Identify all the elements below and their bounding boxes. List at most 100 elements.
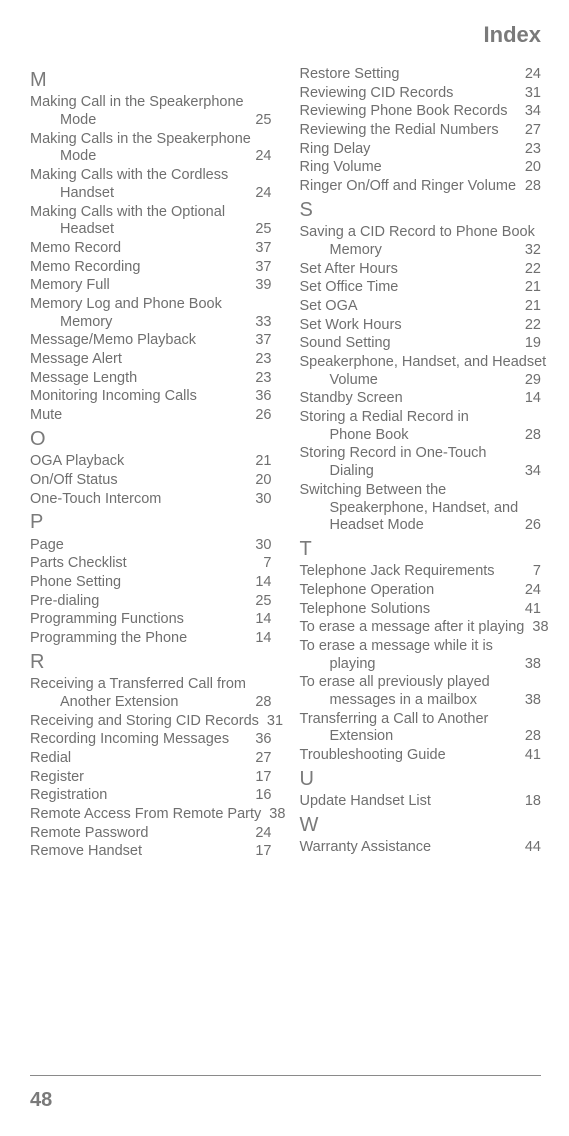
index-entry-line: Another Extension 28 bbox=[30, 694, 272, 712]
index-entry-line: Memory Full39 bbox=[30, 277, 272, 295]
index-entry-page: 33 bbox=[247, 314, 271, 332]
index-entry-text: Ring Delay bbox=[300, 141, 371, 159]
index-entry-text: Another Extension bbox=[60, 694, 179, 712]
index-entry-text: On/Off Status bbox=[30, 472, 118, 490]
index-entry-page: 14 bbox=[517, 390, 541, 408]
index-entry-page: 7 bbox=[519, 563, 541, 581]
index-entry-page: 19 bbox=[517, 335, 541, 353]
index-entry: Monitoring Incoming Calls 36 bbox=[30, 388, 272, 406]
index-entry-page: 14 bbox=[247, 630, 271, 648]
index-entry-page: 26 bbox=[517, 517, 541, 535]
index-entry-text: Sound Setting bbox=[300, 335, 391, 353]
index-entry: Reviewing Phone Book Records34 bbox=[300, 103, 542, 121]
index-entry-page: 41 bbox=[517, 601, 541, 619]
index-entry-text: Set OGA bbox=[300, 298, 358, 316]
index-entry-line: Memory32 bbox=[300, 242, 542, 260]
index-entry: Recording Incoming Messages36 bbox=[30, 731, 272, 749]
index-entry-text: Register bbox=[30, 769, 84, 787]
index-entry-page: 28 bbox=[517, 427, 541, 445]
index-entry-text: To erase all previously played bbox=[300, 674, 490, 692]
index-entry: Switching Between theSpeakerphone, Hands… bbox=[300, 482, 542, 535]
index-entry-text: Set Work Hours bbox=[300, 317, 402, 335]
index-entry-text: Saving a CID Record to Phone Book bbox=[300, 224, 535, 242]
index-entry-text: Making Calls with the Cordless bbox=[30, 167, 228, 185]
index-entry-page: 24 bbox=[517, 582, 541, 600]
index-entry-page: 23 bbox=[517, 141, 541, 159]
index-entry-text: Memory bbox=[330, 242, 382, 260]
index-entry: Programming Functions14 bbox=[30, 611, 272, 629]
index-entry-text: Reviewing Phone Book Records bbox=[300, 103, 508, 121]
index-entry-page: 28 bbox=[247, 694, 271, 712]
index-entry-page: 44 bbox=[517, 839, 541, 857]
index-entry-page: 34 bbox=[517, 463, 541, 481]
index-entry-line: Set OGA 21 bbox=[300, 298, 542, 316]
index-entry-line: Mute26 bbox=[30, 407, 272, 425]
index-entry-text: Programming the Phone bbox=[30, 630, 187, 648]
index-entry-line: Making Calls in the Speakerphone bbox=[30, 131, 272, 149]
index-entry: Programming the Phone 14 bbox=[30, 630, 272, 648]
index-content: MMaking Call in the SpeakerphoneMode25Ma… bbox=[0, 48, 569, 861]
index-entry-line: Speakerphone, Handset, and Headset bbox=[300, 354, 542, 372]
index-entry-text: Warranty Assistance bbox=[300, 839, 432, 857]
index-entry-text: Remove Handset bbox=[30, 843, 142, 861]
index-entry-line: OGA Playback21 bbox=[30, 453, 272, 471]
index-entry-page: 24 bbox=[517, 66, 541, 84]
index-entry-line: Programming Functions14 bbox=[30, 611, 272, 629]
index-entry: To erase a message after it playing38 bbox=[300, 619, 542, 637]
index-entry-text: Transferring a Call to Another bbox=[300, 711, 489, 729]
index-entry-line: playing 38 bbox=[300, 656, 542, 674]
index-entry-page: 18 bbox=[517, 793, 541, 811]
index-entry: Phone Setting14 bbox=[30, 574, 272, 592]
index-entry-text: Restore Setting bbox=[300, 66, 400, 84]
index-entry: Register 17 bbox=[30, 769, 272, 787]
index-entry-page: 38 bbox=[517, 692, 541, 710]
index-entry-page: 38 bbox=[517, 656, 541, 674]
index-entry-page: 14 bbox=[247, 574, 271, 592]
index-entry-line: Set After Hours22 bbox=[300, 261, 542, 279]
index-entry-text: Monitoring Incoming Calls bbox=[30, 388, 197, 406]
index-entry-line: Message Length23 bbox=[30, 370, 272, 388]
index-entry-line: Mode25 bbox=[30, 112, 272, 130]
index-entry-page: 25 bbox=[247, 593, 271, 611]
index-entry-text: Storing Record in One-Touch bbox=[300, 445, 487, 463]
index-entry-line: Programming the Phone 14 bbox=[30, 630, 272, 648]
index-section-letter: M bbox=[30, 68, 272, 92]
index-entry-page: 21 bbox=[517, 298, 541, 316]
index-entry-page: 17 bbox=[247, 843, 271, 861]
index-entry: Warranty Assistance 44 bbox=[300, 839, 542, 857]
index-entry-text: playing bbox=[330, 656, 376, 674]
index-entry-line: Recording Incoming Messages36 bbox=[30, 731, 272, 749]
index-entry-line: Telephone Solutions41 bbox=[300, 601, 542, 619]
index-entry: Transferring a Call to AnotherExtension2… bbox=[300, 711, 542, 746]
index-entry-text: Handset bbox=[60, 185, 114, 203]
index-entry: Set OGA 21 bbox=[300, 298, 542, 316]
index-entry-line: Receiving and Storing CID Records31 bbox=[30, 713, 272, 731]
index-entry-text: Mute bbox=[30, 407, 62, 425]
index-entry-page: 27 bbox=[517, 122, 541, 140]
index-entry-text: Remote Access From Remote Party bbox=[30, 806, 261, 824]
index-entry-text: Receiving and Storing CID Records bbox=[30, 713, 259, 731]
index-section-letter: R bbox=[30, 650, 272, 674]
index-entry-page: 36 bbox=[247, 388, 271, 406]
index-entry-text: Set Office Time bbox=[300, 279, 399, 297]
index-entry-line: On/Off Status20 bbox=[30, 472, 272, 490]
index-entry-text: Dialing bbox=[330, 463, 374, 481]
index-entry-line: Telephone Jack Requirements7 bbox=[300, 563, 542, 581]
index-entry-line: Volume29 bbox=[300, 372, 542, 390]
index-entry-page: 16 bbox=[247, 787, 271, 805]
index-entry-text: Receiving a Transferred Call from bbox=[30, 676, 246, 694]
index-entry-page: 25 bbox=[247, 221, 271, 239]
index-entry-line: Remove Handset 17 bbox=[30, 843, 272, 861]
index-entry: Message/Memo Playback37 bbox=[30, 332, 272, 350]
index-entry-page: 20 bbox=[517, 159, 541, 177]
index-entry-page: 17 bbox=[247, 769, 271, 787]
index-entry-text: Storing a Redial Record in bbox=[300, 409, 469, 427]
index-entry: Making Calls in the SpeakerphoneMode24 bbox=[30, 131, 272, 166]
index-entry: Making Calls with the OptionalHeadset25 bbox=[30, 204, 272, 239]
index-entry: Speakerphone, Handset, and HeadsetVolume… bbox=[300, 354, 542, 389]
index-entry-line: Message/Memo Playback37 bbox=[30, 332, 272, 350]
index-entry-line: Dialing 34 bbox=[300, 463, 542, 481]
index-entry: Storing Record in One-TouchDialing 34 bbox=[300, 445, 542, 480]
index-entry-line: Storing a Redial Record in bbox=[300, 409, 542, 427]
index-entry-page: 29 bbox=[517, 372, 541, 390]
